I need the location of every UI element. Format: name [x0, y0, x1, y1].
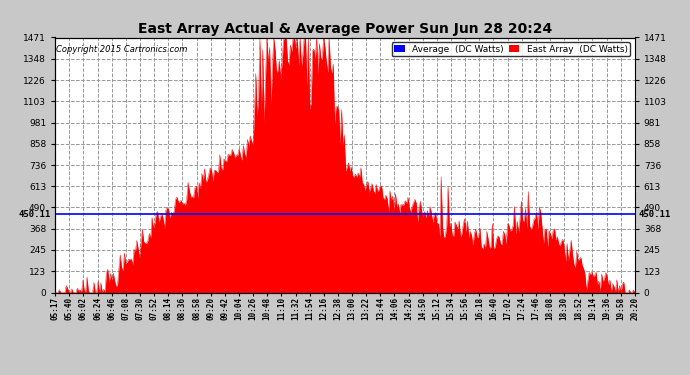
- Text: Copyright 2015 Cartronics.com: Copyright 2015 Cartronics.com: [57, 45, 188, 54]
- Legend: Average  (DC Watts), East Array  (DC Watts): Average (DC Watts), East Array (DC Watts…: [392, 42, 630, 56]
- Title: East Array Actual & Average Power Sun Jun 28 20:24: East Array Actual & Average Power Sun Ju…: [138, 22, 552, 36]
- Text: 450.11: 450.11: [639, 210, 671, 219]
- Text: 450.11: 450.11: [19, 210, 51, 219]
